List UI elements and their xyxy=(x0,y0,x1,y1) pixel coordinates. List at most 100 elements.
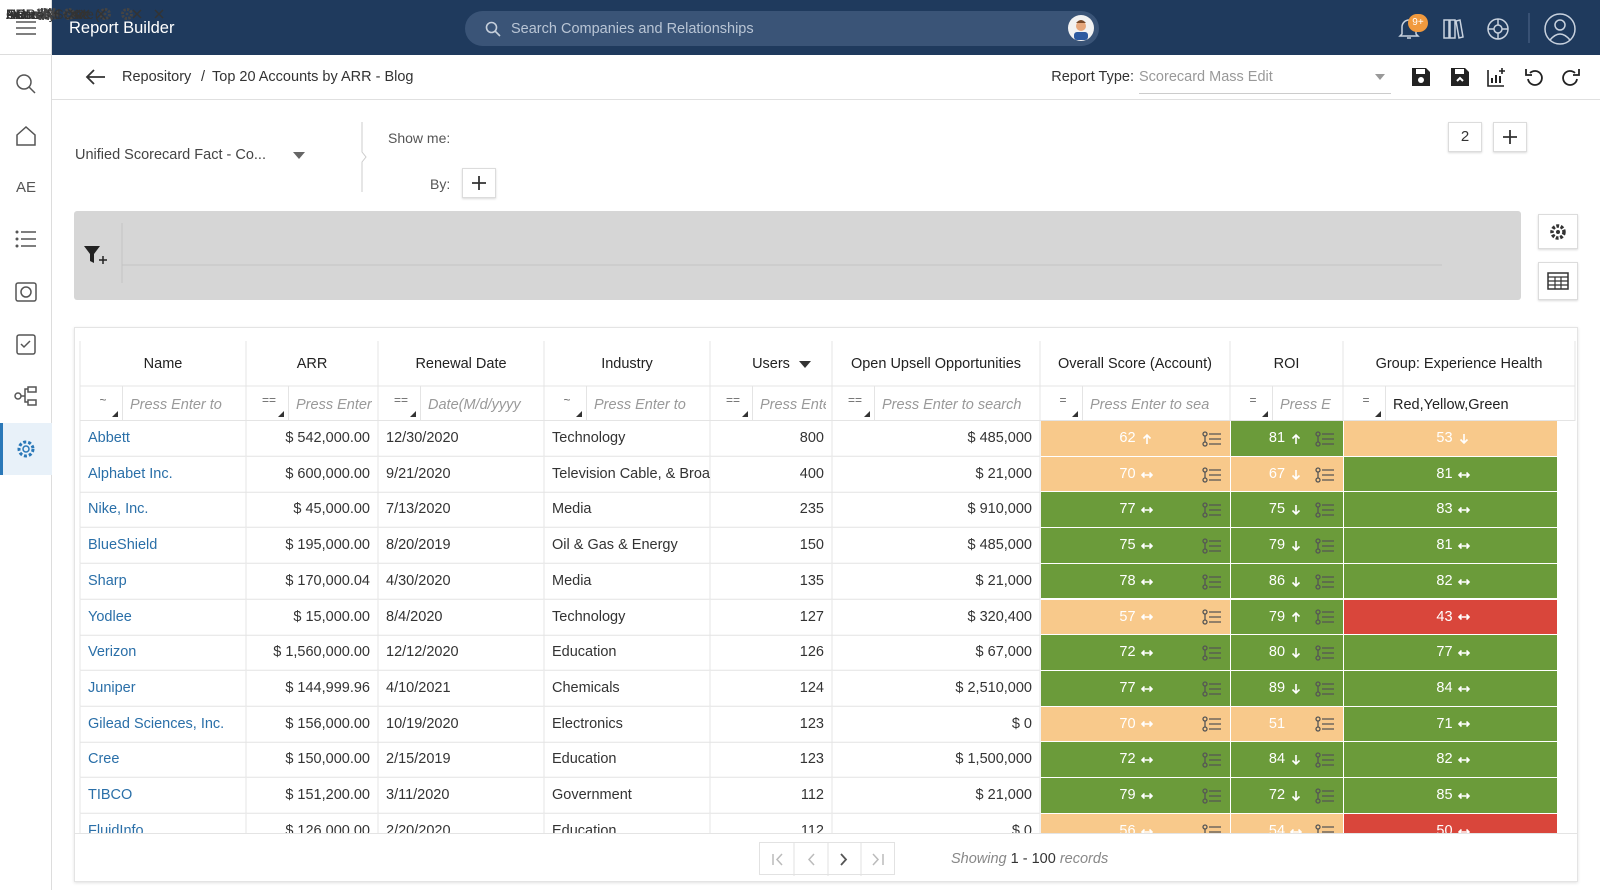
account-link[interactable]: Cree xyxy=(80,742,246,777)
score-cell[interactable]: 54 xyxy=(1231,814,1343,833)
score-cell[interactable]: 83 xyxy=(1344,492,1557,527)
save-icon[interactable] xyxy=(1411,67,1431,87)
filter-operator[interactable]: = xyxy=(1238,394,1268,406)
column-header[interactable]: Renewal Date xyxy=(378,355,544,373)
scorecard-detail-icon[interactable] xyxy=(1315,609,1335,625)
filter-placeholder[interactable]: Press Enter to xyxy=(130,396,240,414)
filter-operator[interactable]: = xyxy=(1351,394,1381,406)
account-link[interactable]: Abbett xyxy=(80,421,246,456)
column-header[interactable]: ROI xyxy=(1230,355,1343,373)
score-cell[interactable]: 77 xyxy=(1041,492,1230,527)
account-link[interactable]: Nike, Inc. xyxy=(80,492,246,527)
account-link[interactable]: Alphabet Inc. xyxy=(80,457,246,492)
gear-icon[interactable] xyxy=(120,7,134,21)
column-header[interactable]: Industry xyxy=(544,355,710,373)
filter-placeholder[interactable]: Press Enter to search xyxy=(882,396,1034,414)
filter-operator[interactable]: ~ xyxy=(88,394,118,406)
tasks-nav-icon[interactable] xyxy=(15,332,37,354)
active-nav-item[interactable] xyxy=(0,423,52,475)
save-as-icon[interactable] xyxy=(1450,67,1470,87)
search-bar[interactable]: Search Companies and Relationships xyxy=(465,11,1099,46)
sidebar-label[interactable]: AE xyxy=(0,179,52,197)
column-header[interactable]: Overall Score (Account) xyxy=(1040,355,1230,373)
column-header[interactable]: ARR xyxy=(246,355,378,373)
score-cell[interactable]: 81 xyxy=(1344,457,1557,492)
filter-operator[interactable]: == xyxy=(386,394,416,406)
scorecard-detail-icon[interactable] xyxy=(1315,716,1335,732)
score-cell[interactable]: 82 xyxy=(1344,742,1557,777)
account-link[interactable]: Sharp xyxy=(80,564,246,599)
timeline-nav-icon[interactable] xyxy=(15,280,37,302)
scorecard-detail-icon[interactable] xyxy=(1315,538,1335,554)
score-cell[interactable]: 84 xyxy=(1344,671,1557,706)
score-cell[interactable]: 51 xyxy=(1231,707,1343,742)
filter-area[interactable] xyxy=(74,211,1521,300)
search-nav-icon[interactable] xyxy=(15,73,37,95)
filter-placeholder[interactable]: Press Ente xyxy=(760,396,826,414)
gear-icon[interactable] xyxy=(34,7,48,21)
column-header[interactable]: Open Upsell Opportunities xyxy=(832,355,1040,373)
column-header[interactable]: Users xyxy=(710,355,832,373)
score-cell[interactable]: 78 xyxy=(1041,564,1230,599)
table-view-button[interactable] xyxy=(1538,262,1578,300)
add-filter-icon[interactable] xyxy=(84,246,108,266)
sort-desc-icon[interactable] xyxy=(799,361,811,368)
score-cell[interactable]: 86 xyxy=(1231,564,1343,599)
scorecard-detail-icon[interactable] xyxy=(1202,467,1222,483)
profile-icon[interactable] xyxy=(1544,13,1576,45)
score-cell[interactable]: 56 xyxy=(1041,814,1230,833)
scorecard-detail-icon[interactable] xyxy=(1315,502,1335,518)
score-cell[interactable]: 84 xyxy=(1231,742,1343,777)
filter-placeholder[interactable]: Date(M/d/yyyy xyxy=(428,396,538,414)
score-cell[interactable]: 79 xyxy=(1231,528,1343,563)
score-cell[interactable]: 79 xyxy=(1231,600,1343,635)
score-cell[interactable]: 89 xyxy=(1231,671,1343,706)
undo-icon[interactable] xyxy=(1525,67,1545,87)
scorecard-detail-icon[interactable] xyxy=(1315,752,1335,768)
scorecard-detail-icon[interactable] xyxy=(1202,824,1222,833)
scorecard-detail-icon[interactable] xyxy=(1202,502,1222,518)
account-link[interactable]: TIBCO xyxy=(80,778,246,813)
scorecard-detail-icon[interactable] xyxy=(1315,645,1335,661)
scorecard-detail-icon[interactable] xyxy=(1202,716,1222,732)
score-cell[interactable]: 77 xyxy=(1041,671,1230,706)
scorecard-detail-icon[interactable] xyxy=(1315,788,1335,804)
score-cell[interactable]: 75 xyxy=(1041,528,1230,563)
home-nav-icon[interactable] xyxy=(15,125,37,147)
library-icon[interactable] xyxy=(1442,18,1464,40)
account-link[interactable]: Juniper xyxy=(80,671,246,706)
filter-placeholder[interactable]: Press Enter to xyxy=(594,396,704,414)
score-cell[interactable]: 67 xyxy=(1231,457,1343,492)
add-group-button[interactable] xyxy=(462,168,496,198)
scorecard-detail-icon[interactable] xyxy=(1315,431,1335,447)
score-cell[interactable]: 43 xyxy=(1344,600,1557,635)
score-cell[interactable]: 77 xyxy=(1344,635,1557,670)
score-cell[interactable]: 72 xyxy=(1231,778,1343,813)
filter-operator[interactable]: == xyxy=(718,394,748,406)
score-cell[interactable]: 82 xyxy=(1344,564,1557,599)
scorecard-detail-icon[interactable] xyxy=(1315,824,1335,833)
score-cell[interactable]: 81 xyxy=(1231,421,1343,456)
score-cell[interactable]: 72 xyxy=(1041,742,1230,777)
scorecard-detail-icon[interactable] xyxy=(1315,467,1335,483)
filter-value[interactable]: Red,Yellow,Green xyxy=(1393,396,1569,414)
scorecard-detail-icon[interactable] xyxy=(1202,681,1222,697)
more-fields-button[interactable]: 2 xyxy=(1448,122,1482,152)
scorecard-detail-icon[interactable] xyxy=(1315,574,1335,590)
flow-nav-icon[interactable] xyxy=(14,385,38,407)
score-cell[interactable]: 70 xyxy=(1041,707,1230,742)
settings-button[interactable] xyxy=(1538,214,1578,249)
scorecard-detail-icon[interactable] xyxy=(1202,609,1222,625)
score-cell[interactable]: 62 xyxy=(1041,421,1230,456)
score-cell[interactable]: 72 xyxy=(1041,635,1230,670)
account-link[interactable]: Gilead Sciences, Inc. xyxy=(80,707,246,742)
account-link[interactable]: BlueShield xyxy=(80,528,246,563)
scorecard-detail-icon[interactable] xyxy=(1202,431,1222,447)
scorecard-detail-icon[interactable] xyxy=(1202,574,1222,590)
column-header[interactable]: Name xyxy=(80,355,246,373)
score-cell[interactable]: 70 xyxy=(1041,457,1230,492)
score-cell[interactable]: 71 xyxy=(1344,707,1557,742)
filter-operator[interactable]: == xyxy=(840,394,870,406)
column-header[interactable]: Group: Experience Health xyxy=(1343,355,1575,373)
remove-icon[interactable] xyxy=(68,9,78,19)
